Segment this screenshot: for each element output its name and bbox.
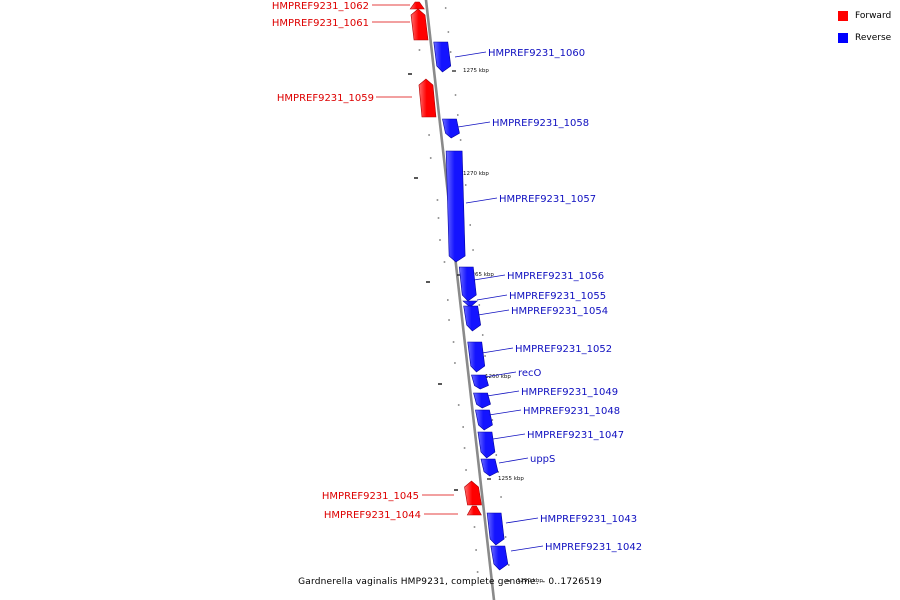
gene-block xyxy=(445,150,466,263)
legend-label-reverse: Reverse xyxy=(855,33,892,43)
gene-label: HMPREF9231_1056 xyxy=(507,271,604,282)
gene-label: HMPREF9231_1049 xyxy=(521,387,618,398)
gene-label: HMPREF9231_1042 xyxy=(545,542,642,553)
gene-label: HMPREF9231_1055 xyxy=(509,291,606,302)
gene-label-leader xyxy=(473,274,506,281)
gene-block xyxy=(490,545,509,571)
gene-block xyxy=(475,409,493,431)
gene-label: HMPREF9231_1044 xyxy=(324,510,421,521)
gene-label: HMPREF9231_1059 xyxy=(277,93,374,104)
gene-label-leader xyxy=(454,51,487,58)
gene-label-leader xyxy=(498,457,529,464)
legend: Forward Reverse xyxy=(838,9,891,45)
scale-label: 1255 kbp xyxy=(498,476,524,482)
gene-block xyxy=(433,41,452,73)
gene-label: HMPREF9231_1048 xyxy=(523,406,620,417)
gene-label: HMPREF9231_1054 xyxy=(511,306,608,317)
gene-label: HMPREF9231_1045 xyxy=(322,491,419,502)
gene-block xyxy=(462,300,478,307)
gene-label-leader xyxy=(476,294,508,301)
legend-swatch-forward xyxy=(838,11,848,21)
gene-label: HMPREF9231_1058 xyxy=(492,118,589,129)
gene-block xyxy=(442,118,460,139)
gene-block xyxy=(464,480,482,506)
gene-label: HMPREF9231_1062 xyxy=(272,1,369,12)
gene-label: HMPREF9231_1043 xyxy=(540,514,637,525)
gene-block xyxy=(473,392,491,409)
gene-label-leader xyxy=(505,517,539,524)
gene-label-leader xyxy=(457,121,491,128)
gene-block xyxy=(467,341,486,373)
gene-label: HMPREF9231_1060 xyxy=(488,48,585,59)
gene-label: HMPREF9231_1052 xyxy=(515,344,612,355)
scale-label: 1250 kbp xyxy=(517,578,543,584)
gene-label: HMPREF9231_1047 xyxy=(527,430,624,441)
gene-label-leader xyxy=(488,409,522,416)
gene-label-leader xyxy=(477,309,510,316)
gene-block xyxy=(466,505,482,516)
gene-block xyxy=(471,374,489,390)
legend-label-forward: Forward xyxy=(855,11,892,21)
gene-label-leader xyxy=(465,197,498,204)
gene-block xyxy=(410,8,429,41)
gene-block xyxy=(486,512,505,546)
gene-block xyxy=(418,78,437,118)
legend-item-reverse: Reverse xyxy=(838,31,891,45)
scale-label: 1265 kbp xyxy=(468,272,494,278)
gene-block xyxy=(480,458,499,477)
gene-label: recO xyxy=(518,368,542,379)
gene-label-leader xyxy=(492,433,526,440)
gene-label-leader xyxy=(510,545,544,552)
gene-block xyxy=(477,431,496,459)
genome-caption: Gardnerella vaginalis HMP9231, complete … xyxy=(298,577,602,587)
legend-swatch-reverse xyxy=(838,33,848,43)
gene-block xyxy=(458,266,477,302)
legend-item-forward: Forward xyxy=(838,9,891,23)
scale-label: 1275 kbp xyxy=(463,68,489,74)
gene-label: uppS xyxy=(530,454,555,465)
gene-block xyxy=(463,305,481,332)
genome-axis xyxy=(424,0,496,600)
gene-label-leader xyxy=(481,347,514,354)
gene-label: HMPREF9231_1057 xyxy=(499,194,596,205)
gene-block xyxy=(409,1,425,10)
scale-label: 1260 kbp xyxy=(485,374,511,380)
scale-label: 1270 kbp xyxy=(463,171,489,177)
gene-label-leader xyxy=(484,371,517,378)
gene-label-leader xyxy=(486,390,520,397)
gene-label: HMPREF9231_1061 xyxy=(272,18,369,29)
